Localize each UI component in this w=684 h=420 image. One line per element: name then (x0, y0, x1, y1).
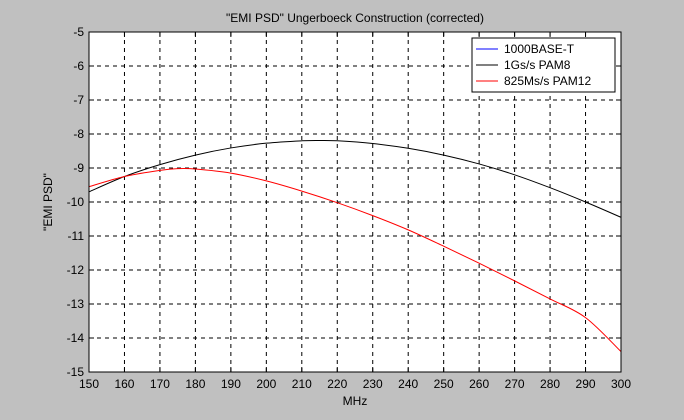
x-tick-label: 160 (114, 377, 134, 391)
series-layer (88, 139, 622, 352)
x-tick-label: 170 (150, 377, 170, 391)
y-tick-label: -14 (67, 331, 85, 345)
x-tick-label: 280 (540, 377, 560, 391)
x-tick-label: 180 (185, 377, 205, 391)
series-line-825ms-s-pam12 (88, 167, 622, 352)
x-tick-label: 260 (469, 377, 489, 391)
legend-label: 1000BASE-T (504, 42, 575, 56)
x-tick-label: 240 (398, 377, 418, 391)
legend: 1000BASE-T 1Gs/s PAM8 825Ms/s PAM12 (471, 37, 616, 93)
legend-label: 1Gs/s PAM8 (504, 58, 571, 72)
series-line-1gs-s-pam8 (88, 139, 622, 218)
x-tick-label: 230 (363, 377, 383, 391)
x-tick-label: 250 (434, 377, 454, 391)
y-tick-label: -13 (67, 297, 85, 311)
x-tick-label: 210 (292, 377, 312, 391)
x-tick-label: 190 (221, 377, 241, 391)
x-axis-label: MHz (343, 394, 368, 408)
y-tick-label: -15 (67, 365, 85, 379)
tick-layer: 150 160 170 180 190 200 210 220 230 240 250 260 270 2… (67, 25, 632, 391)
y-tick-label: -5 (73, 25, 84, 39)
grid-layer (89, 32, 621, 372)
chart-title: "EMI PSD" Ungerboeck Construction (corre… (226, 11, 484, 25)
y-tick-label: -12 (67, 263, 85, 277)
y-axis-label: "EMI PSD" (41, 173, 55, 231)
y-tick-label: -10 (67, 195, 85, 209)
x-tick-label: 220 (327, 377, 347, 391)
y-tick-label: -7 (73, 93, 84, 107)
x-tick-label: 200 (256, 377, 276, 391)
y-tick-label: -9 (73, 161, 84, 175)
x-tick-label: 150 (79, 377, 99, 391)
y-tick-label: -8 (73, 127, 84, 141)
x-tick-label: 300 (611, 377, 631, 391)
legend-label: 825Ms/s PAM12 (504, 74, 591, 88)
x-tick-label: 290 (576, 377, 596, 391)
x-tick-label: 270 (505, 377, 525, 391)
y-tick-label: -6 (73, 59, 84, 73)
y-tick-label: -11 (68, 229, 85, 243)
